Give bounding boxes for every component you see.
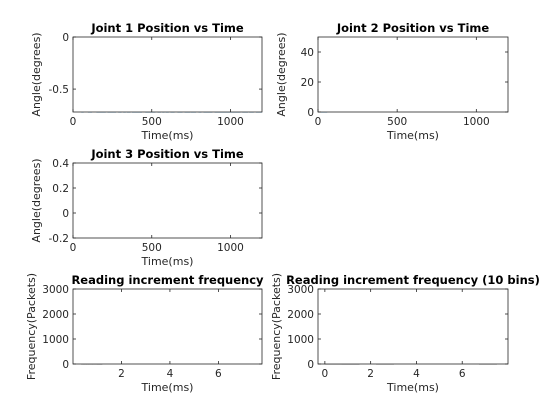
y-axis-label: Angle(degrees) xyxy=(275,32,288,116)
x-tick-label: 500 xyxy=(142,116,162,128)
y-axis-label: Angle(degrees) xyxy=(30,32,43,116)
x-tick-label: 6 xyxy=(215,368,222,380)
x-axis-label: Time(ms) xyxy=(141,381,194,394)
x-tick-label: 1000 xyxy=(463,116,490,128)
axes-frame xyxy=(317,36,509,113)
chart-joint2: 0 500 1000 0 20 40 Joint 2 Position vs Time Tim… xyxy=(275,21,509,142)
axes-frame xyxy=(72,36,263,113)
chart-title: Reading increment frequency xyxy=(71,273,264,287)
y-tick-label: 3000 xyxy=(287,284,314,296)
y-tick-label: 1000 xyxy=(287,334,314,346)
y-tick-label: 0.4 xyxy=(52,158,69,170)
y-tick-label: 2000 xyxy=(287,309,314,321)
y-tick-label: 1000 xyxy=(42,334,69,346)
axes-frame xyxy=(317,288,509,365)
y-tick-label: 20 xyxy=(301,77,314,89)
x-tick-label: 0 xyxy=(70,116,77,128)
x-tick-label: 0 xyxy=(322,368,329,380)
axes-frame xyxy=(72,162,263,239)
chart-title: Reading increment frequency (10 bins) xyxy=(286,273,540,287)
y-axis-label: Frequency(Packets) xyxy=(270,273,283,380)
x-tick-label: 2 xyxy=(118,368,125,380)
chart-title: Joint 3 Position vs Time xyxy=(90,147,244,161)
x-axis-label: Time(ms) xyxy=(386,381,439,394)
x-axis-label: Time(ms) xyxy=(141,129,194,142)
chart-title: Joint 1 Position vs Time xyxy=(90,21,244,35)
x-tick-label: 0 xyxy=(70,242,77,254)
x-tick-label: 500 xyxy=(142,242,162,254)
x-tick-label: 4 xyxy=(167,368,174,380)
x-tick-label: 2 xyxy=(367,368,374,380)
y-axis-label: Frequency(Packets) xyxy=(25,273,38,380)
y-tick-label: 40 xyxy=(301,47,314,59)
y-tick-label: -0.2 xyxy=(49,233,70,245)
y-tick-label: 0 xyxy=(62,359,69,371)
y-tick-label: -0.5 xyxy=(49,84,70,96)
x-tick-label: 1000 xyxy=(217,242,244,254)
x-axis-label: Time(ms) xyxy=(141,255,194,268)
x-tick-label: 6 xyxy=(459,368,466,380)
x-tick-label: 500 xyxy=(387,116,407,128)
x-tick-label: 0 xyxy=(315,116,322,128)
y-tick-label: 3000 xyxy=(42,284,69,296)
x-tick-label: 1000 xyxy=(217,116,244,128)
chart-title: Joint 2 Position vs Time xyxy=(336,21,490,35)
y-axis-label: Angle(degrees) xyxy=(30,158,43,242)
x-axis-label: Time(ms) xyxy=(386,129,439,142)
y-tick-label: 2000 xyxy=(42,309,69,321)
y-tick-label: 0 xyxy=(62,208,69,220)
axes-frame xyxy=(72,288,263,365)
chart-joint1: 0 500 1000 0 -0.5 Joint 1 Position vs Time Tim… xyxy=(30,21,263,142)
y-tick-label: 0.2 xyxy=(52,183,69,195)
y-tick-label: 0 xyxy=(62,32,69,44)
x-tick-label: 4 xyxy=(413,368,420,380)
y-tick-label: 0 xyxy=(307,359,314,371)
y-tick-label: 0 xyxy=(307,107,314,119)
